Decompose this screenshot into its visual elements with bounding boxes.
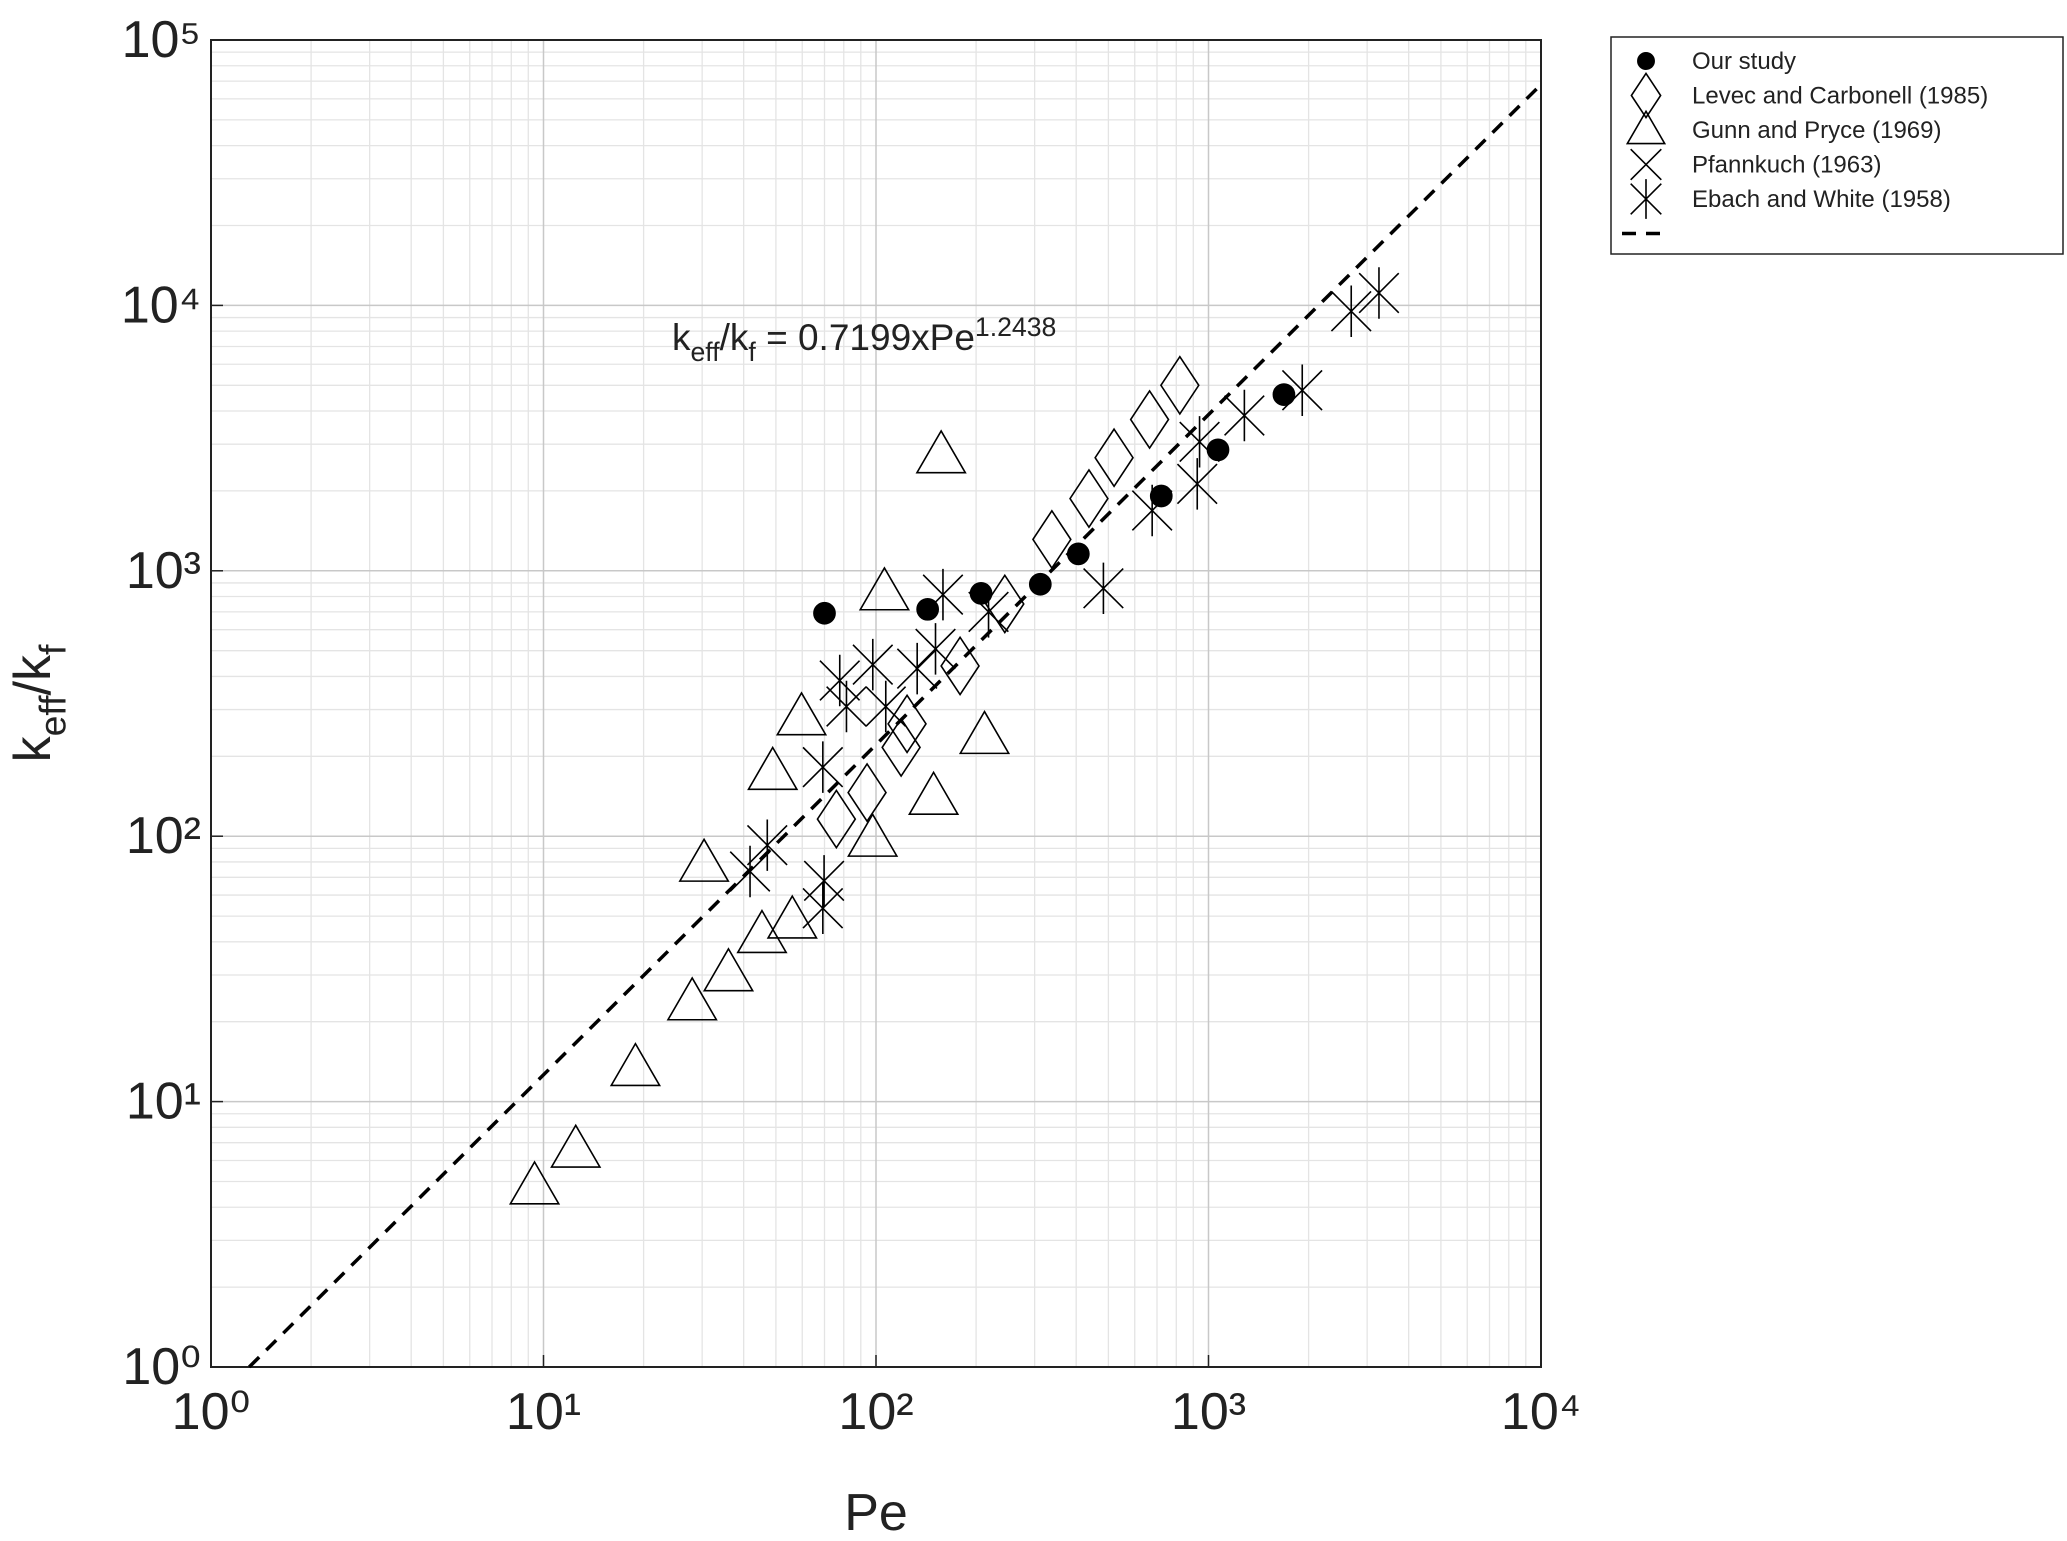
y-tick-label: 10⁴	[121, 276, 201, 334]
x-tick-label: 10⁴	[1501, 1383, 1581, 1441]
point	[1149, 484, 1173, 508]
legend: Our study Levec and Carbonell (1985) Gunn …	[1610, 36, 2064, 255]
y-tick-label: 10⁰	[122, 1338, 201, 1396]
legend-label: Pfannkuch (1963)	[1692, 152, 1881, 179]
y-axis-label-part: eff	[32, 695, 74, 737]
point	[1159, 355, 1200, 416]
point	[1630, 179, 1662, 219]
point	[858, 566, 911, 611]
point	[508, 1160, 561, 1205]
point	[881, 717, 921, 778]
point	[746, 819, 788, 871]
x-tick-label: 10³	[1171, 1383, 1246, 1441]
point	[1224, 389, 1265, 442]
legend-label: Ebach and White (1958)	[1692, 186, 1951, 213]
point	[1129, 389, 1170, 450]
point	[847, 762, 887, 823]
y-tick-label: 10³	[126, 542, 201, 600]
point	[1083, 562, 1124, 615]
point	[1066, 542, 1090, 566]
point	[887, 693, 927, 754]
point	[915, 623, 956, 675]
point	[1630, 71, 1662, 120]
point	[1176, 458, 1218, 510]
annotation-part: k	[672, 317, 691, 358]
point	[1179, 416, 1220, 468]
y-axis-label-part: f	[32, 644, 74, 655]
annotation-part: 1.2438	[975, 312, 1056, 342]
point	[1094, 427, 1134, 488]
point	[1630, 148, 1662, 181]
legend-label: Our study	[1692, 48, 1796, 75]
point	[826, 680, 867, 733]
point	[940, 635, 980, 697]
point	[609, 1042, 662, 1087]
point	[1358, 267, 1400, 319]
y-tick-label: 10²	[126, 807, 201, 865]
point	[802, 741, 844, 793]
point	[736, 909, 788, 954]
point	[766, 894, 818, 939]
legend-label: Levec and Carbonell (1985)	[1692, 83, 1988, 110]
point	[1625, 109, 1667, 145]
point	[1069, 468, 1109, 529]
point	[747, 745, 799, 791]
annotation-part: eff	[691, 337, 721, 367]
point	[852, 638, 894, 691]
point	[550, 1123, 602, 1168]
x-tick-label: 10¹	[506, 1383, 581, 1441]
point	[666, 976, 718, 1021]
annotation: keff/kf = 0.7199xPe1.2438	[672, 312, 1056, 367]
point	[803, 855, 845, 907]
legend-box	[1610, 36, 2064, 255]
point	[915, 429, 967, 474]
legend-label: Gunn and Pryce (1969)	[1692, 117, 1941, 144]
point	[984, 573, 1025, 635]
point	[678, 837, 730, 882]
point	[968, 586, 1009, 638]
y-tick-label: 10¹	[126, 1073, 201, 1131]
annotation-part: /k	[720, 317, 749, 358]
annotation-part: f	[748, 337, 756, 367]
point	[907, 770, 960, 815]
point	[775, 691, 828, 736]
point	[702, 947, 755, 992]
point	[1206, 438, 1230, 462]
fit-line	[247, 83, 1543, 1369]
y-axis-label-part: /k	[4, 654, 62, 695]
point	[1272, 383, 1296, 406]
point	[1028, 572, 1052, 596]
x-tick-label: 10⁰	[172, 1383, 251, 1441]
point	[922, 568, 964, 621]
y-axis-label-part: k	[4, 735, 62, 762]
x-axis-label: Pe	[844, 1484, 908, 1541]
point	[816, 789, 857, 850]
point	[896, 642, 938, 695]
plot-frame	[210, 39, 1542, 1368]
point	[1330, 285, 1372, 338]
point	[958, 709, 1011, 755]
point	[1281, 364, 1323, 417]
annotation-part: = 0.7199xPe	[756, 317, 975, 358]
point	[813, 601, 836, 625]
y-axis-label: keff/kf	[4, 644, 74, 762]
point	[819, 654, 861, 707]
point	[1031, 509, 1072, 570]
x-tick-label: 10²	[838, 1383, 913, 1441]
point	[1637, 52, 1655, 70]
y-tick-label: 10⁵	[122, 11, 201, 69]
point	[847, 812, 899, 857]
point	[1131, 484, 1173, 537]
